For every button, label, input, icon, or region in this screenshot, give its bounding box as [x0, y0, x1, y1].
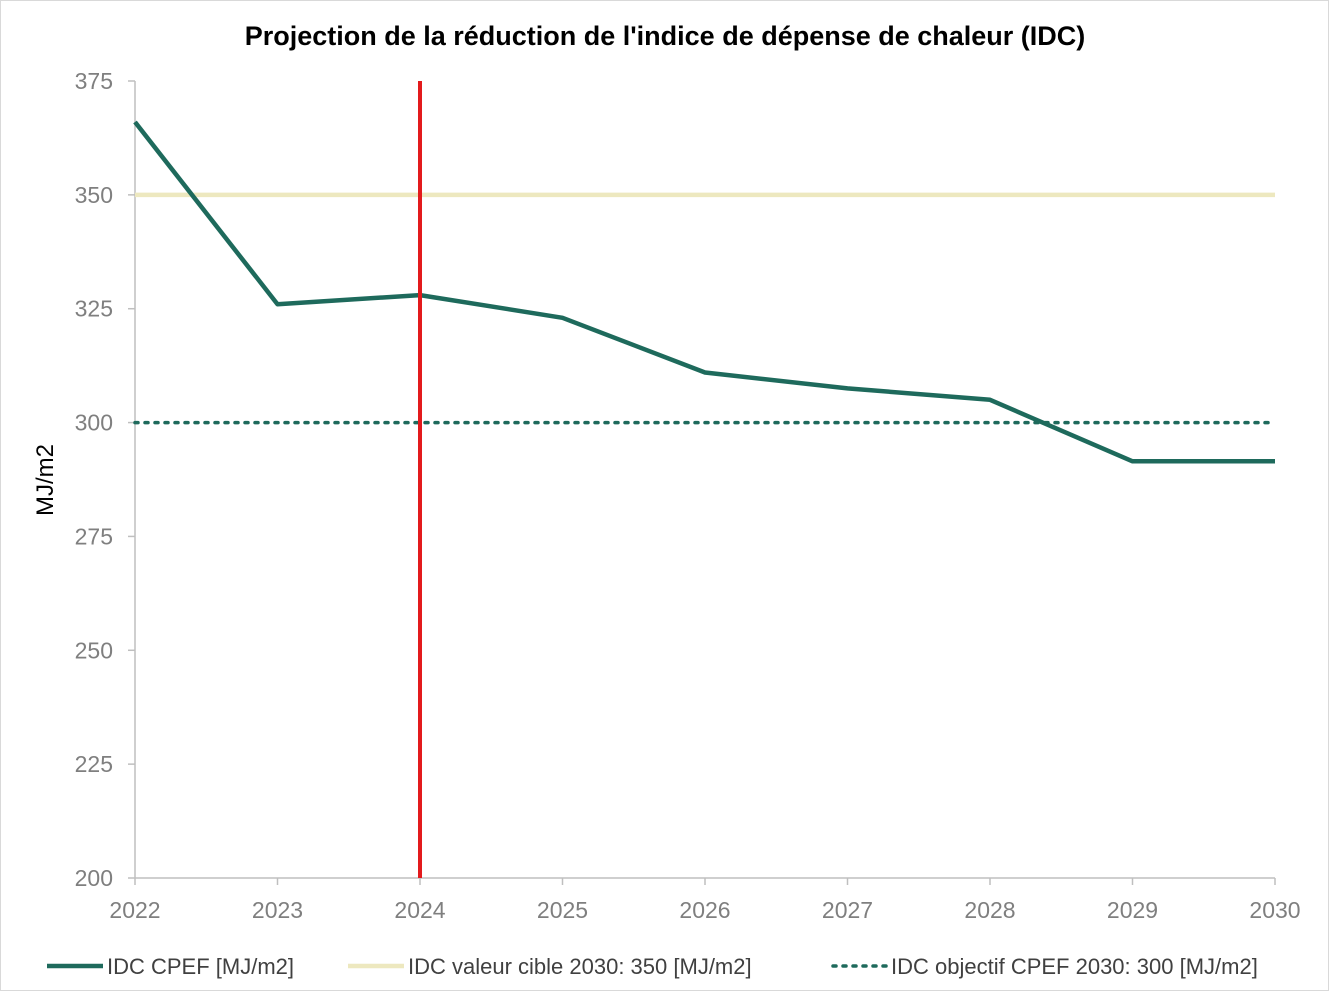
y-axis-label: MJ/m2: [32, 444, 59, 516]
legend-label: IDC objectif CPEF 2030: 300 [MJ/m2]: [891, 954, 1258, 979]
legend-label: IDC valeur cible 2030: 350 [MJ/m2]: [408, 954, 752, 979]
y-tick-label: 375: [75, 68, 113, 94]
legend: IDC CPEF [MJ/m2] IDC valeur cible 2030: 3…: [47, 954, 1258, 979]
series-layer: [133, 81, 1277, 878]
x-tick-label: 2022: [109, 897, 160, 923]
y-tick-label: 300: [75, 410, 113, 436]
x-tick-label: 2029: [1107, 897, 1158, 923]
y-tick-label: 350: [75, 182, 113, 208]
x-tick-label: 2028: [964, 897, 1015, 923]
x-tick-label: 2024: [394, 897, 445, 923]
axes: 200 225 250 275 300 325 350 375 2022 2023 2024 2025…: [75, 68, 1301, 923]
legend-label: IDC CPEF [MJ/m2]: [107, 954, 294, 979]
series-line-idc-cpef: [133, 120, 1275, 464]
y-tick-label: 325: [75, 296, 113, 322]
x-tick-label: 2025: [537, 897, 588, 923]
x-tick-label: 2027: [822, 897, 873, 923]
y-tick-label: 200: [75, 865, 113, 891]
y-tick-label: 250: [75, 637, 113, 663]
x-tick-label: 2026: [679, 897, 730, 923]
x-tick-label: 2023: [252, 897, 303, 923]
y-tick-label: 225: [75, 751, 113, 777]
chart-title: Projection de la réduction de l'indice d…: [245, 21, 1086, 51]
x-tick-label: 2030: [1249, 897, 1300, 923]
y-tick-label: 275: [75, 523, 113, 549]
